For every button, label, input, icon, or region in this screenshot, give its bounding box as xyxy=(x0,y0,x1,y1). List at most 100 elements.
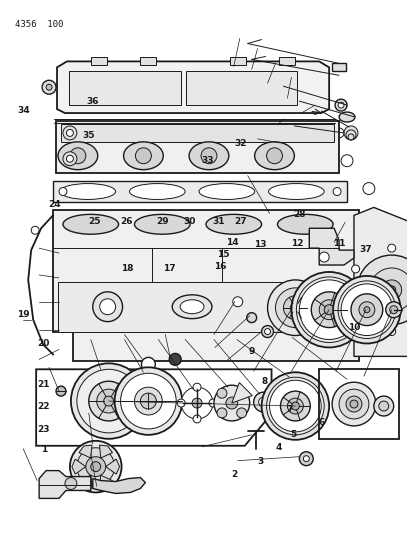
Text: 2: 2 xyxy=(231,470,237,479)
Text: 29: 29 xyxy=(156,217,169,226)
Circle shape xyxy=(135,148,151,164)
Circle shape xyxy=(299,280,359,340)
Text: 26: 26 xyxy=(120,217,133,226)
Text: 8: 8 xyxy=(262,377,268,386)
Polygon shape xyxy=(72,459,86,474)
Circle shape xyxy=(357,255,408,325)
Ellipse shape xyxy=(199,183,255,199)
Circle shape xyxy=(273,384,317,428)
Text: 31: 31 xyxy=(212,217,224,226)
Circle shape xyxy=(344,126,358,140)
Bar xyxy=(61,124,334,142)
Bar xyxy=(56,121,339,173)
Circle shape xyxy=(140,393,156,409)
Circle shape xyxy=(70,148,86,164)
Text: 22: 22 xyxy=(38,402,50,411)
Circle shape xyxy=(97,389,121,413)
Circle shape xyxy=(311,292,347,328)
Circle shape xyxy=(259,397,268,407)
Circle shape xyxy=(284,296,307,320)
Circle shape xyxy=(345,288,389,332)
Polygon shape xyxy=(106,459,120,474)
Circle shape xyxy=(214,385,250,421)
Circle shape xyxy=(247,313,257,322)
Circle shape xyxy=(291,402,299,410)
Text: 12: 12 xyxy=(291,239,304,248)
Ellipse shape xyxy=(63,214,119,234)
Ellipse shape xyxy=(189,142,229,169)
Circle shape xyxy=(359,302,375,318)
Circle shape xyxy=(341,155,353,167)
Polygon shape xyxy=(309,228,354,265)
Circle shape xyxy=(280,391,310,421)
Text: 23: 23 xyxy=(38,425,50,434)
Circle shape xyxy=(319,300,339,320)
Circle shape xyxy=(352,306,359,314)
Circle shape xyxy=(339,389,369,419)
Circle shape xyxy=(363,183,375,195)
Circle shape xyxy=(46,84,52,90)
Text: 13: 13 xyxy=(255,240,267,249)
Polygon shape xyxy=(57,61,329,113)
Circle shape xyxy=(346,396,362,412)
Bar xyxy=(69,71,181,105)
Circle shape xyxy=(42,80,56,94)
Circle shape xyxy=(382,280,401,300)
Ellipse shape xyxy=(172,295,212,319)
Bar xyxy=(319,369,399,439)
Ellipse shape xyxy=(58,142,98,169)
Circle shape xyxy=(77,369,140,433)
Circle shape xyxy=(91,462,101,472)
Circle shape xyxy=(379,401,389,411)
Ellipse shape xyxy=(206,214,262,234)
Polygon shape xyxy=(232,383,252,403)
Circle shape xyxy=(290,303,300,313)
Circle shape xyxy=(56,386,66,396)
Circle shape xyxy=(388,244,396,252)
Circle shape xyxy=(217,408,227,418)
Circle shape xyxy=(296,277,362,343)
Circle shape xyxy=(67,155,73,162)
Circle shape xyxy=(59,188,67,196)
Circle shape xyxy=(303,284,355,336)
Circle shape xyxy=(181,387,213,419)
Circle shape xyxy=(192,398,202,408)
Circle shape xyxy=(31,227,39,234)
Circle shape xyxy=(350,400,358,408)
Circle shape xyxy=(71,364,146,439)
Circle shape xyxy=(104,396,113,406)
Circle shape xyxy=(201,148,217,164)
Text: 35: 35 xyxy=(82,131,95,140)
Circle shape xyxy=(332,382,376,426)
Circle shape xyxy=(338,281,396,338)
Text: 19: 19 xyxy=(18,310,30,319)
Text: 10: 10 xyxy=(348,323,360,332)
Circle shape xyxy=(77,448,115,486)
Text: 32: 32 xyxy=(234,139,247,148)
Circle shape xyxy=(334,128,344,138)
Circle shape xyxy=(63,126,77,140)
Circle shape xyxy=(226,397,238,409)
Circle shape xyxy=(299,452,313,466)
Circle shape xyxy=(65,478,77,489)
Text: 17: 17 xyxy=(163,264,176,272)
Polygon shape xyxy=(53,211,359,361)
Ellipse shape xyxy=(60,183,115,199)
Circle shape xyxy=(135,387,162,415)
Text: 15: 15 xyxy=(217,251,230,260)
Circle shape xyxy=(237,388,246,398)
Circle shape xyxy=(262,326,273,337)
Circle shape xyxy=(121,373,176,429)
Circle shape xyxy=(370,268,408,312)
Circle shape xyxy=(86,457,106,477)
Circle shape xyxy=(319,252,329,262)
Circle shape xyxy=(386,302,401,318)
Text: 6: 6 xyxy=(318,418,325,427)
Circle shape xyxy=(169,353,181,365)
Text: 11: 11 xyxy=(333,239,346,248)
Ellipse shape xyxy=(180,300,204,314)
Bar xyxy=(53,181,347,203)
Circle shape xyxy=(338,102,344,108)
Bar xyxy=(91,58,106,66)
Circle shape xyxy=(335,99,347,111)
